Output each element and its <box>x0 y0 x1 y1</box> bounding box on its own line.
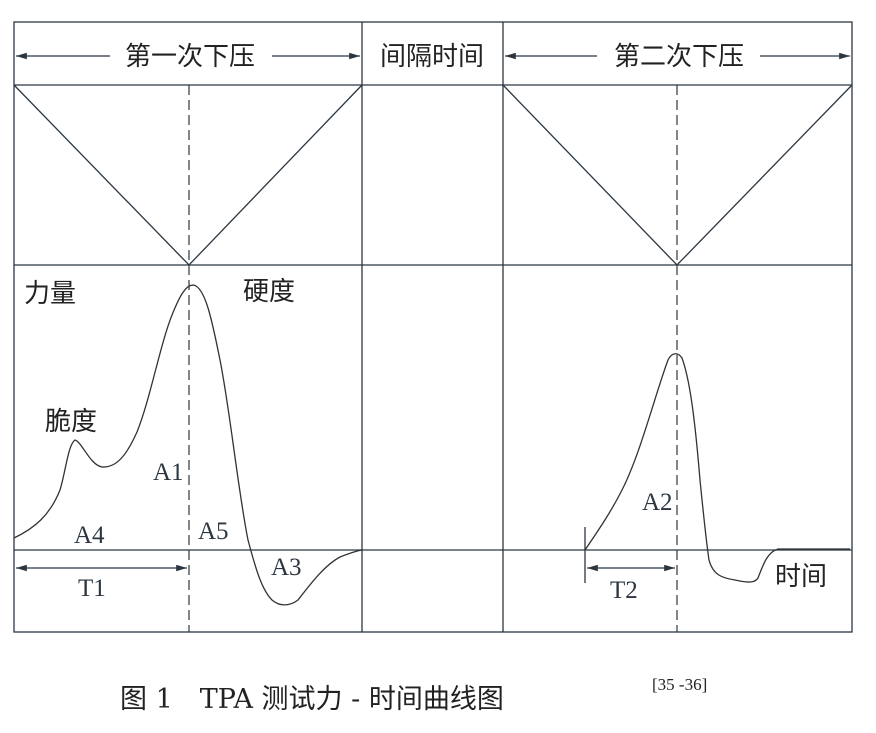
hardness-label: 硬度 <box>243 277 295 307</box>
second-compression-label: 第二次下压 <box>614 42 744 72</box>
first-compression-curve <box>13 284 363 606</box>
first-displacement-v <box>13 84 363 266</box>
fracturability-label: 脆度 <box>45 407 97 437</box>
grid-frame <box>13 21 853 633</box>
second-compression-curve <box>584 353 850 583</box>
caption-reference: [35 -36] <box>652 675 707 694</box>
first-compression-label: 第一次下压 <box>125 42 255 72</box>
a3-label: A3 <box>271 554 302 581</box>
force-label: 力量 <box>24 279 76 309</box>
interval-label: 间隔时间 <box>380 42 484 72</box>
a4-label: A4 <box>74 522 105 549</box>
a1-label: A1 <box>153 459 184 486</box>
figure-caption: 图 1 TPA 测试力 - 时间曲线图 <box>120 684 504 715</box>
time-label: 时间 <box>775 562 827 592</box>
t2-label: T2 <box>610 577 638 604</box>
t1-label: T1 <box>78 575 106 602</box>
a2-label: A2 <box>642 489 673 516</box>
a5-label: A5 <box>198 518 229 545</box>
